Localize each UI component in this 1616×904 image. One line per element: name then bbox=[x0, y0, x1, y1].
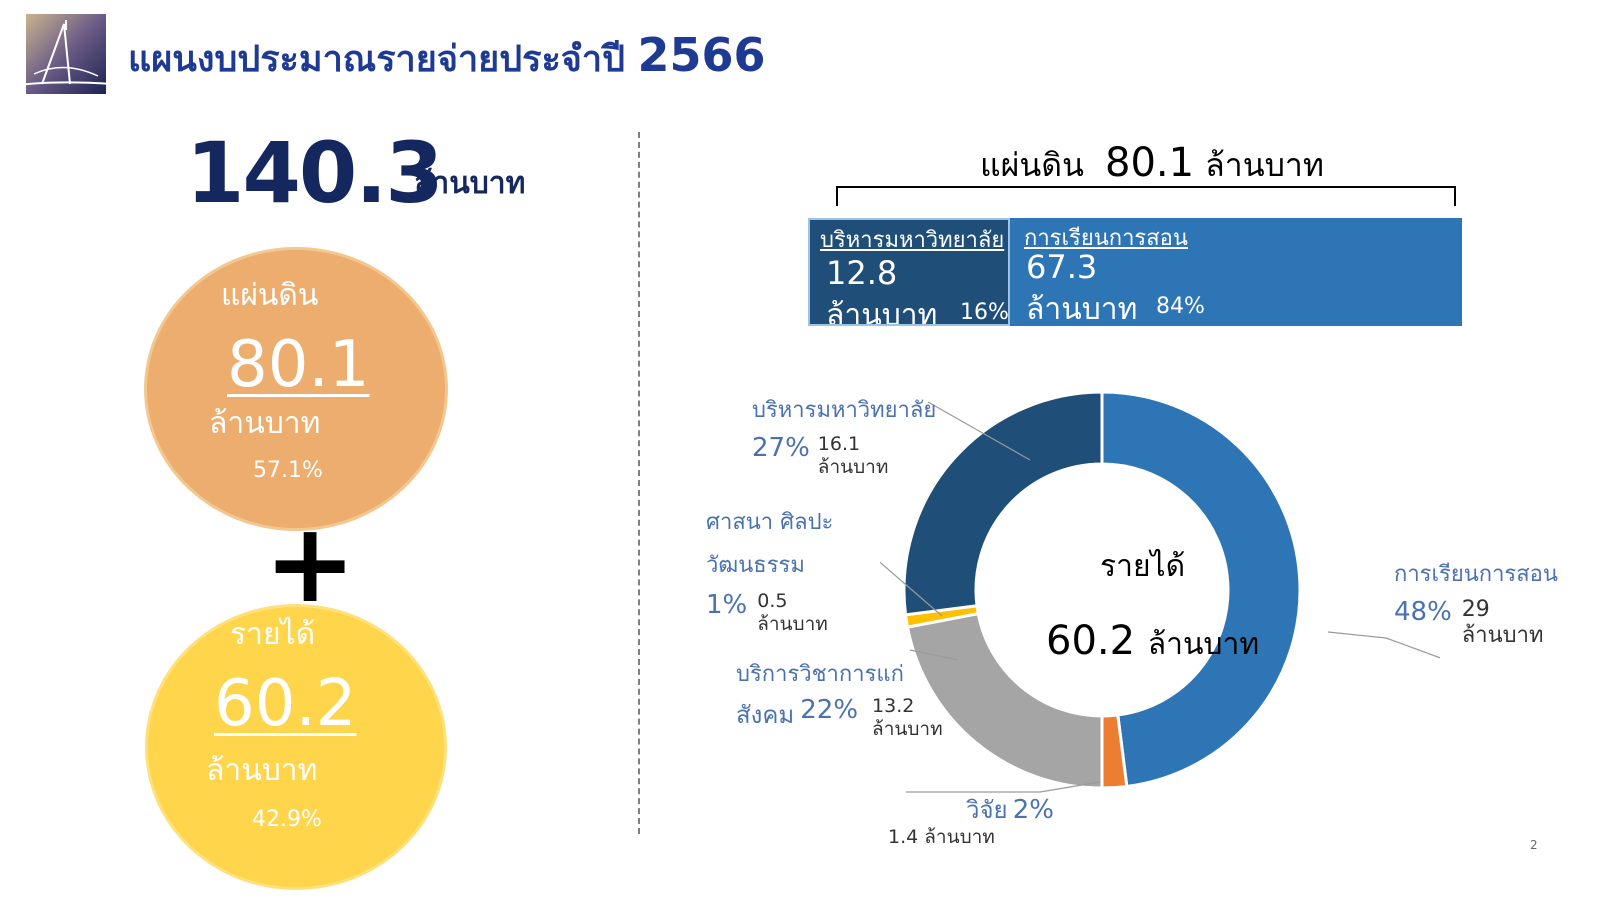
land-budget-label: แผ่นดิน bbox=[221, 278, 319, 313]
slice-label-admin: บริหารมหาวิทยาลัย 27% 16.1 ล้านบาท bbox=[752, 392, 936, 479]
plus-sign: + bbox=[264, 499, 357, 627]
income-budget-circle: รายได้ 60.2 ล้านบาท 42.9% bbox=[145, 604, 447, 890]
leader-line-culture bbox=[880, 561, 943, 617]
slice-percent-service: 22% bbox=[800, 695, 859, 725]
slice-value-admin: 16.1 bbox=[817, 433, 861, 455]
allocation-bracket bbox=[836, 186, 1456, 206]
donut-slice-admin bbox=[902, 390, 1104, 617]
slice-value-service: 13.2 bbox=[872, 695, 915, 717]
land-budget-percent: 57.1% bbox=[253, 458, 323, 483]
total-budget-unit: ล้านบาท bbox=[414, 166, 526, 201]
leader-line-service bbox=[909, 649, 959, 661]
slice-name-admin: บริหารมหาวิทยาลัย bbox=[752, 398, 937, 423]
land-allocation-unit: ล้านบาท bbox=[1205, 146, 1324, 184]
leader-line-admin bbox=[927, 401, 1031, 461]
segment-teaching-percent: 84% bbox=[1156, 294, 1205, 319]
slice-unit-research: ล้านบาท bbox=[924, 826, 995, 848]
slice-name-research: วิจัย bbox=[966, 796, 1008, 824]
slice-percent-research: 2% bbox=[1012, 795, 1054, 825]
donut-center-number: 60.2 bbox=[1046, 618, 1136, 664]
slice-label-culture: ศาสนา ศิลปะ วัฒนธรรม 1% 0.5 ล้านบาท bbox=[706, 504, 833, 636]
donut-center-label: รายได้ bbox=[1100, 549, 1186, 584]
slice-percent-admin: 27% bbox=[752, 433, 810, 463]
slice-label-service: บริการวิชาการแก่ สังคม 22% 13.2 ล้านบาท bbox=[736, 656, 943, 741]
page-title: แผนงบประมาณรายจ่ายประจำปี 2566 bbox=[128, 28, 766, 87]
slice-unit-teaching: ล้านบาท bbox=[1461, 623, 1544, 649]
segment-admin-value: 12.8 bbox=[826, 254, 898, 292]
slice-label-teaching: การเรียนการสอน 48% 29 ล้านบาท bbox=[1394, 556, 1558, 650]
page-title-text: แผนงบประมาณรายจ่ายประจำปี bbox=[128, 39, 625, 80]
income-budget-value: 60.2 bbox=[214, 667, 357, 741]
segment-teaching-unit: ล้านบาท bbox=[1026, 292, 1138, 326]
slice-percent-culture: 1% bbox=[706, 590, 748, 620]
donut-slice-service bbox=[905, 611, 1104, 790]
donut-center-value: 60.2 ล้านบาท bbox=[1046, 618, 1259, 668]
land-allocation-title: แผ่นดิน 80.1 ล้านบาท bbox=[980, 140, 1324, 191]
land-budget-unit: ล้านบาท bbox=[209, 406, 321, 441]
donut-slice-teaching bbox=[1100, 390, 1302, 789]
slice-name-service-line1: บริการวิชาการแก่ bbox=[736, 662, 904, 687]
slice-value-research: 1.4 bbox=[888, 826, 919, 848]
segment-admin-percent: 16% bbox=[960, 300, 1009, 325]
land-allocation-title-text: แผ่นดิน bbox=[980, 146, 1084, 184]
income-donut-chart bbox=[880, 390, 1440, 793]
leader-line-research bbox=[906, 781, 1101, 793]
slice-unit-admin: ล้านบาท bbox=[817, 455, 889, 478]
slice-value-research-row: 1.4 ล้านบาท bbox=[888, 826, 995, 849]
page-title-year: 2566 bbox=[637, 28, 766, 82]
slice-name-service-line2: สังคม bbox=[736, 701, 795, 729]
donut-center-unit: ล้านบาท bbox=[1147, 627, 1260, 662]
slice-value-teaching: 29 bbox=[1461, 597, 1490, 622]
land-budget-circle: แผ่นดิน 80.1 ล้านบาท 57.1% bbox=[144, 247, 448, 531]
total-budget-value: 140.3 bbox=[186, 124, 444, 222]
slice-value-culture: 0.5 bbox=[757, 590, 788, 612]
segment-teaching-label: การเรียนการสอน bbox=[1024, 226, 1188, 251]
slice-unit-culture: ล้านบาท bbox=[757, 612, 828, 635]
allocation-segment-admin: บริหารมหาวิทยาลัย 12.8 ล้านบาท 16% bbox=[808, 218, 1010, 326]
segment-teaching-value: 67.3 bbox=[1026, 248, 1098, 286]
segment-admin-unit: ล้านบาท bbox=[826, 298, 938, 326]
income-budget-unit: ล้านบาท bbox=[206, 753, 318, 788]
land-budget-value: 80.1 bbox=[227, 328, 370, 402]
land-allocation-value: 80.1 bbox=[1105, 140, 1195, 186]
slice-name-teaching: การเรียนการสอน bbox=[1394, 562, 1558, 587]
slice-label-research: วิจัย 2% bbox=[966, 790, 1054, 829]
income-budget-label: รายได้ bbox=[230, 617, 316, 652]
slice-name-culture-line2: วัฒนธรรม bbox=[706, 553, 805, 578]
vertical-divider bbox=[638, 132, 640, 834]
allocation-segment-teaching: การเรียนการสอน 67.3 ล้านบาท 84% bbox=[1010, 218, 1462, 326]
university-logo bbox=[12, 14, 113, 94]
segment-admin-label: บริหารมหาวิทยาลัย bbox=[820, 228, 1005, 253]
page-number: 2 bbox=[1530, 838, 1538, 852]
slice-name-culture-line1: ศาสนา ศิลปะ bbox=[706, 510, 834, 535]
income-budget-percent: 42.9% bbox=[252, 807, 322, 832]
slice-unit-service: ล้านบาท bbox=[872, 717, 943, 740]
leader-line-teaching bbox=[1327, 631, 1440, 659]
slice-percent-teaching: 48% bbox=[1394, 597, 1452, 627]
